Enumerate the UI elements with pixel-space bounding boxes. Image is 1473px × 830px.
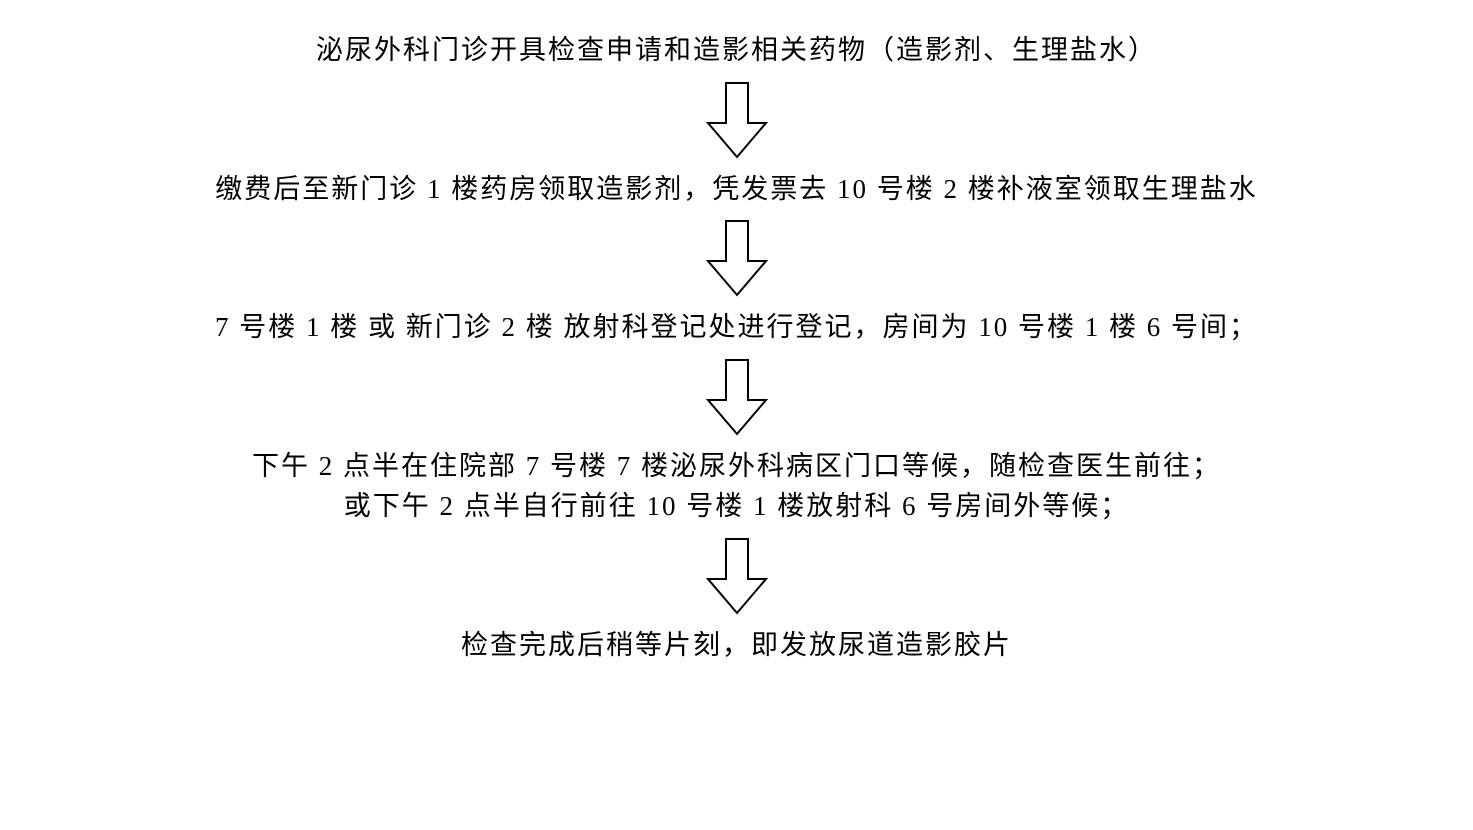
flowchart-container: 泌尿外科门诊开具检查申请和造影相关药物（造影剂、生理盐水） 缴费后至新门诊 1 … [0,0,1473,665]
down-arrow-icon [706,219,768,297]
down-arrow-icon [706,358,768,436]
flow-step-4: 下午 2 点半在住院部 7 号楼 7 楼泌尿外科病区门口等候，随检查医生前往； … [252,446,1221,527]
step-text: 检查完成后稍等片刻，即发放尿道造影胶片 [461,625,1012,666]
step-text: 或下午 2 点半自行前往 10 号楼 1 楼放射科 6 号房间外等候； [252,486,1221,527]
step-text: 7 号楼 1 楼 或 新门诊 2 楼 放射科登记处进行登记，房间为 10 号楼 … [215,307,1258,348]
flow-step-2: 缴费后至新门诊 1 楼药房领取造影剂，凭发票去 10 号楼 2 楼补液室领取生理… [215,169,1258,210]
step-text: 缴费后至新门诊 1 楼药房领取造影剂，凭发票去 10 号楼 2 楼补液室领取生理… [215,169,1258,210]
flow-step-3: 7 号楼 1 楼 或 新门诊 2 楼 放射科登记处进行登记，房间为 10 号楼 … [215,307,1258,348]
down-arrow-icon [706,81,768,159]
flow-step-5: 检查完成后稍等片刻，即发放尿道造影胶片 [461,625,1012,666]
down-arrow-icon [706,537,768,615]
step-text: 泌尿外科门诊开具检查申请和造影相关药物（造影剂、生理盐水） [316,30,1157,71]
step-text: 下午 2 点半在住院部 7 号楼 7 楼泌尿外科病区门口等候，随检查医生前往； [252,446,1221,487]
flow-step-1: 泌尿外科门诊开具检查申请和造影相关药物（造影剂、生理盐水） [316,30,1157,71]
